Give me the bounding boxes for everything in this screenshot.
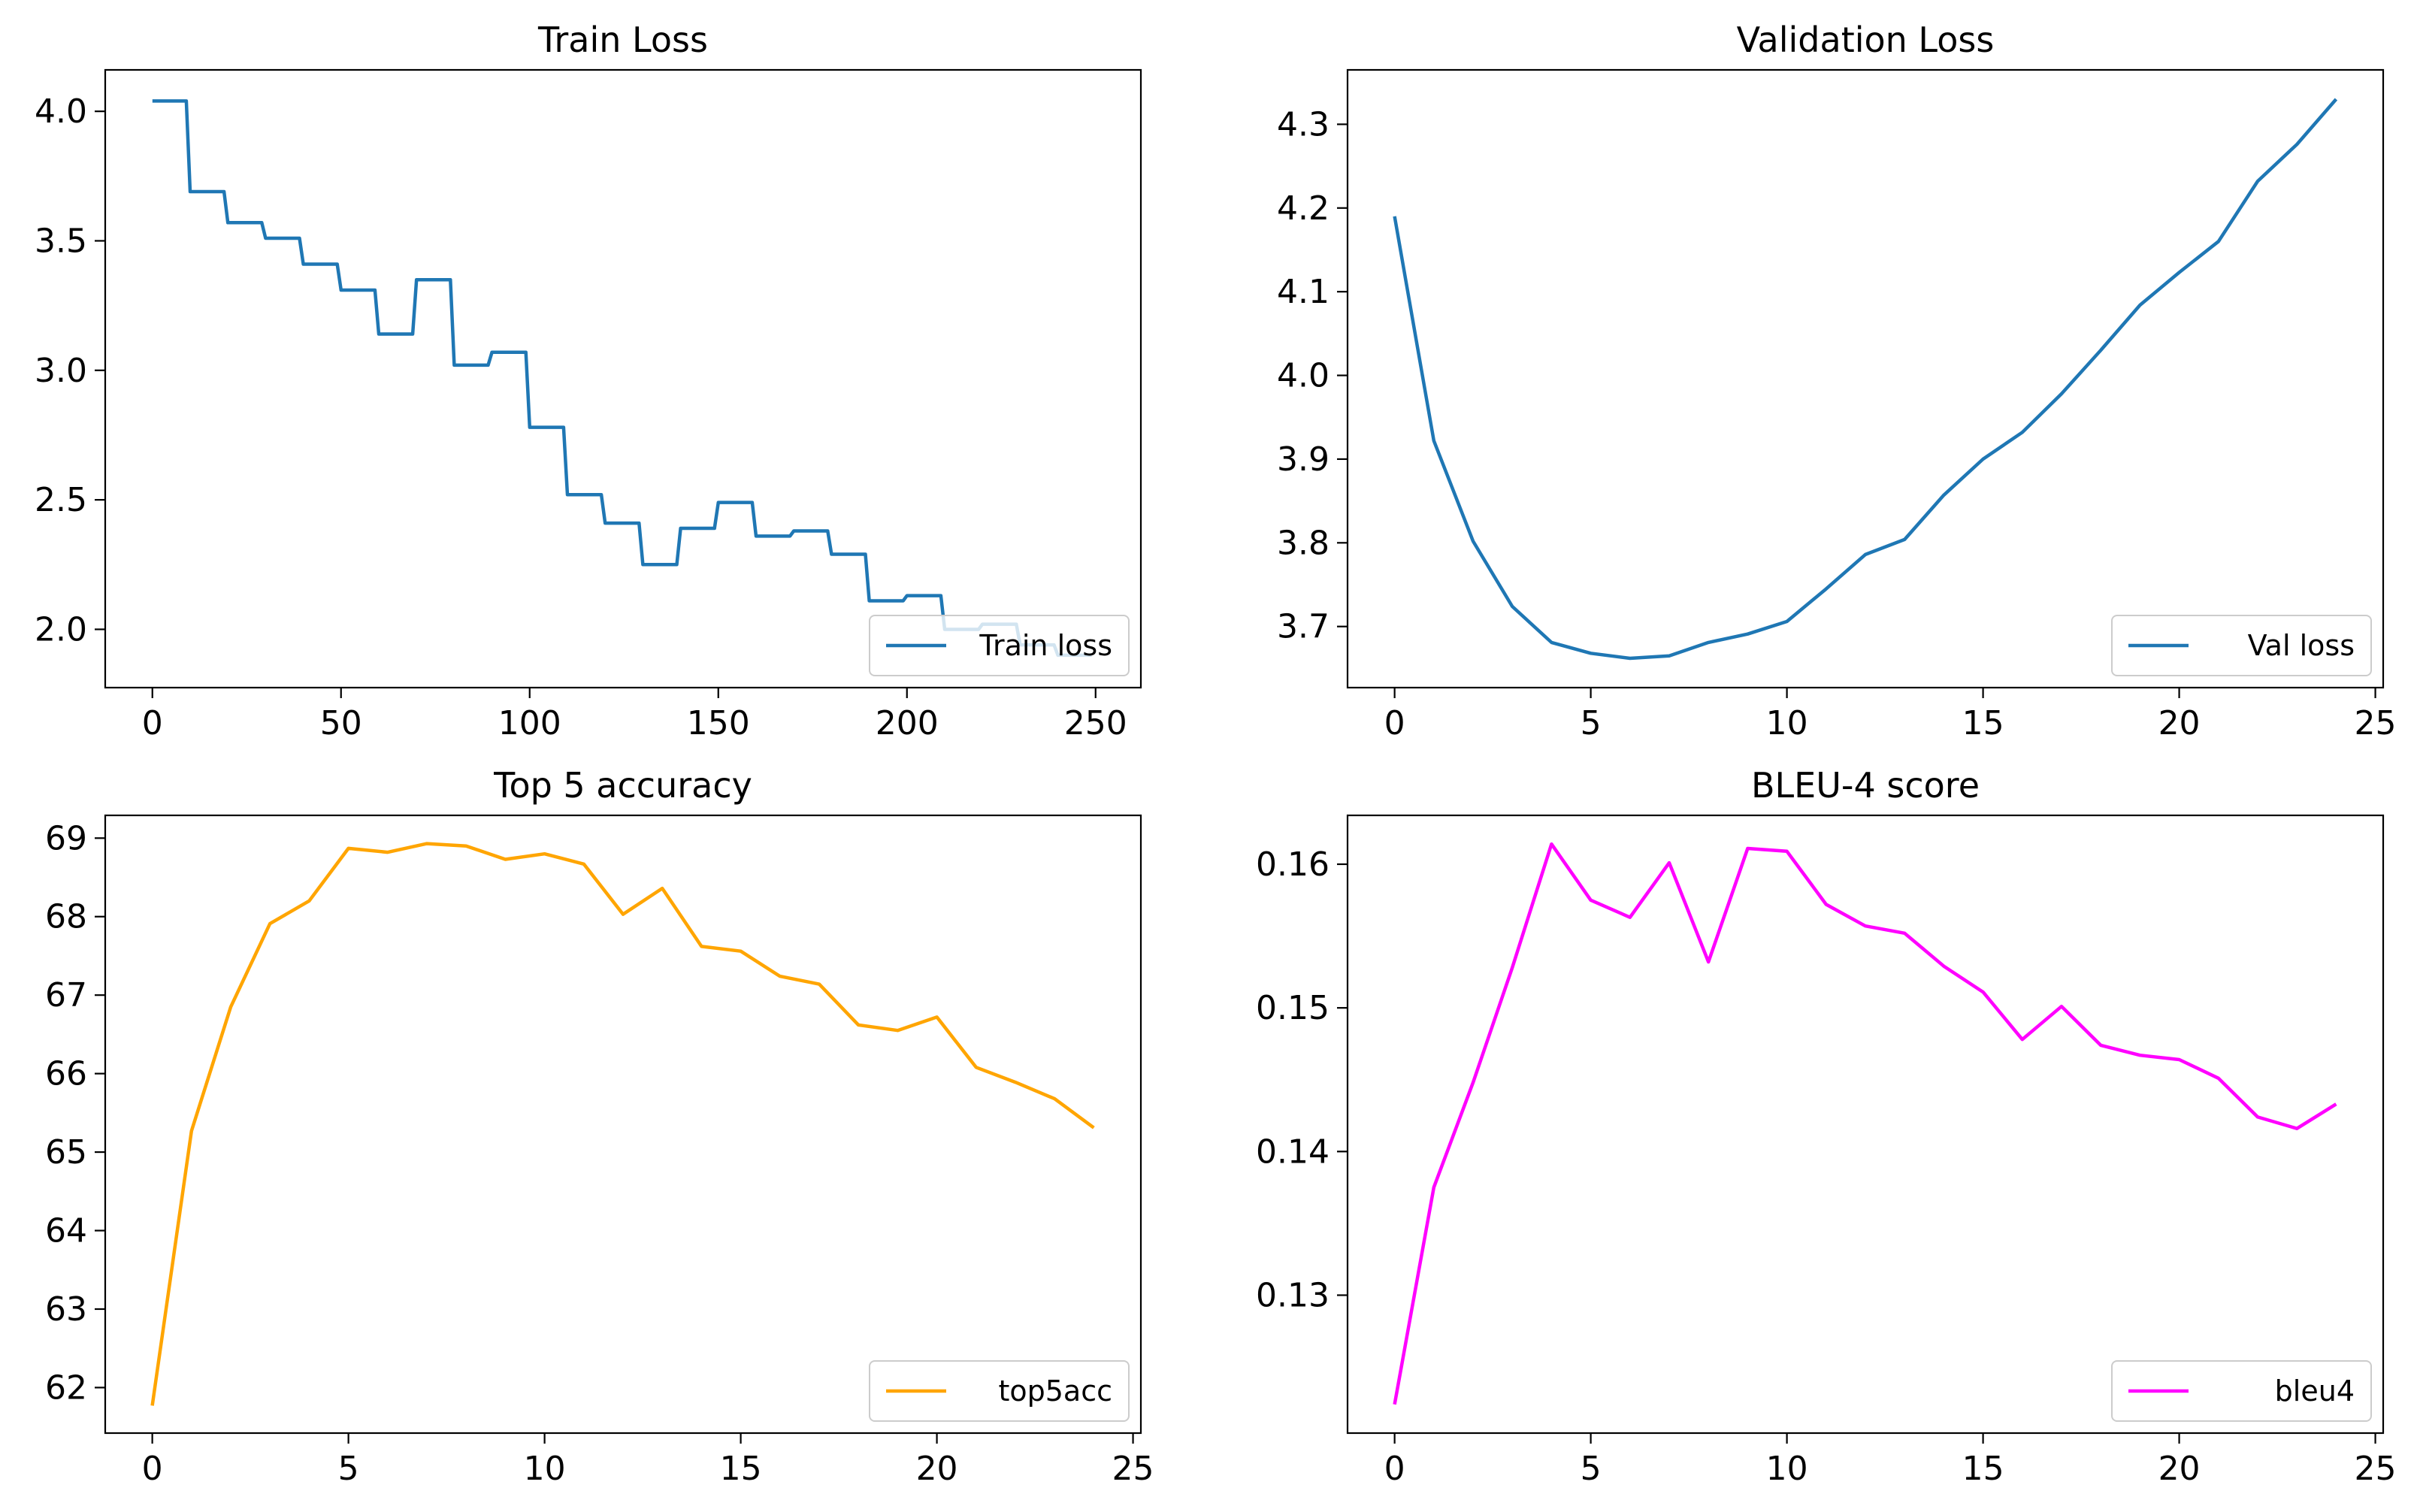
- x-tick-label: 150: [687, 704, 750, 742]
- legend-box: [869, 1360, 1130, 1422]
- y-tick-label: 0.15: [1256, 989, 1330, 1027]
- y-tick-label: 4.0: [35, 92, 87, 131]
- x-tick-label: 25: [1112, 1450, 1154, 1488]
- legend: bleu4: [2111, 1360, 2372, 1422]
- y-tick-label: 3.5: [35, 222, 87, 260]
- y-tick-label: 68: [45, 898, 87, 936]
- chart-title: Validation Loss: [1737, 20, 1995, 60]
- x-tick-label: 200: [876, 704, 939, 742]
- x-tick-label: 20: [916, 1450, 958, 1488]
- legend: top5acc: [869, 1360, 1130, 1422]
- series-line-val-loss: [1393, 98, 2338, 661]
- chart-title: BLEU-4 score: [1751, 765, 1980, 806]
- x-tick-label: 5: [1581, 704, 1602, 742]
- legend-label: Train loss: [979, 629, 1112, 662]
- y-tick-label: 3.9: [1277, 440, 1330, 479]
- x-tick-label: 10: [524, 1450, 566, 1488]
- y-tick-label: 67: [45, 976, 87, 1015]
- y-tick-label: 65: [45, 1133, 87, 1172]
- x-tick-label: 0: [1384, 1450, 1405, 1488]
- y-tick-label: 3.8: [1277, 524, 1330, 562]
- x-tick-label: 20: [2158, 704, 2201, 742]
- y-tick-label: 3.0: [35, 352, 87, 390]
- axes-frame: [1346, 68, 2385, 689]
- x-tick-label: 10: [1766, 704, 1808, 742]
- series-line-train-loss: [152, 99, 1092, 658]
- legend: Val loss: [2111, 615, 2372, 676]
- y-tick-label: 3.7: [1277, 608, 1330, 646]
- y-tick-label: 63: [45, 1290, 87, 1329]
- x-tick-label: 0: [142, 1450, 163, 1488]
- chart-panel-3: Top 5 accuracy 0 5 10 15 20 25 62 63 64 65 66 67 68 69…: [45, 765, 1154, 1488]
- chart-panel-1: Train Loss 0 50 100 150 200 250 2.0 2.5 3.0 3.5 4.0…: [35, 20, 1142, 742]
- chart-panel-4: BLEU-4 score 0 5 10 15 20 25 0.13 0.14 0.15 0.16 bl…: [1256, 765, 2397, 1488]
- legend-label: top5acc: [998, 1374, 1112, 1408]
- y-tick-label: 69: [45, 819, 87, 857]
- axes-frame: [104, 814, 1142, 1435]
- legend-box: [869, 615, 1130, 676]
- y-tick-label: 0.13: [1256, 1276, 1330, 1314]
- y-tick-label: 4.1: [1277, 273, 1330, 311]
- y-tick-label: 2.5: [35, 481, 87, 519]
- series-line-top5acc: [150, 842, 1095, 1406]
- x-tick-label: 0: [1384, 704, 1405, 742]
- x-tick-label: 25: [2355, 704, 2397, 742]
- chart-panel-2: Validation Loss 0 5 10 15 20 25 3.7 3.8 3.9 4.0 4.1…: [1277, 20, 2397, 742]
- x-tick-label: 5: [338, 1450, 359, 1488]
- x-tick-label: 0: [142, 704, 163, 742]
- y-tick-label: 0.14: [1256, 1132, 1330, 1171]
- legend-box: [2111, 1360, 2372, 1422]
- axes-frame: [104, 68, 1142, 689]
- axes-frame: [1346, 814, 2385, 1435]
- y-tick-label: 2.0: [35, 610, 87, 649]
- legend-box: [2111, 615, 2372, 676]
- legend-label: bleu4: [2275, 1374, 2355, 1408]
- x-tick-label: 50: [320, 704, 362, 742]
- y-tick-label: 66: [45, 1055, 87, 1093]
- x-tick-label: 15: [1962, 1450, 2004, 1488]
- x-tick-label: 10: [1766, 1450, 1808, 1488]
- x-tick-label: 15: [1962, 704, 2004, 742]
- x-tick-label: 100: [498, 704, 561, 742]
- legend-label: Val loss: [2248, 629, 2355, 662]
- x-tick-label: 25: [2355, 1450, 2397, 1488]
- y-tick-label: 64: [45, 1212, 87, 1250]
- y-tick-label: 4.3: [1277, 105, 1330, 144]
- chart-title: Train Loss: [537, 20, 708, 60]
- x-tick-label: 5: [1581, 1450, 1602, 1488]
- series-line-bleu4: [1393, 842, 2337, 1405]
- x-tick-label: 20: [2158, 1450, 2201, 1488]
- y-tick-label: 62: [45, 1368, 87, 1407]
- legend: Train loss: [869, 615, 1130, 676]
- y-tick-label: 0.16: [1256, 845, 1330, 884]
- y-tick-label: 4.0: [1277, 357, 1330, 395]
- chart-title: Top 5 accuracy: [493, 765, 752, 806]
- x-tick-label: 250: [1064, 704, 1127, 742]
- y-tick-label: 4.2: [1277, 189, 1330, 228]
- x-tick-label: 15: [720, 1450, 762, 1488]
